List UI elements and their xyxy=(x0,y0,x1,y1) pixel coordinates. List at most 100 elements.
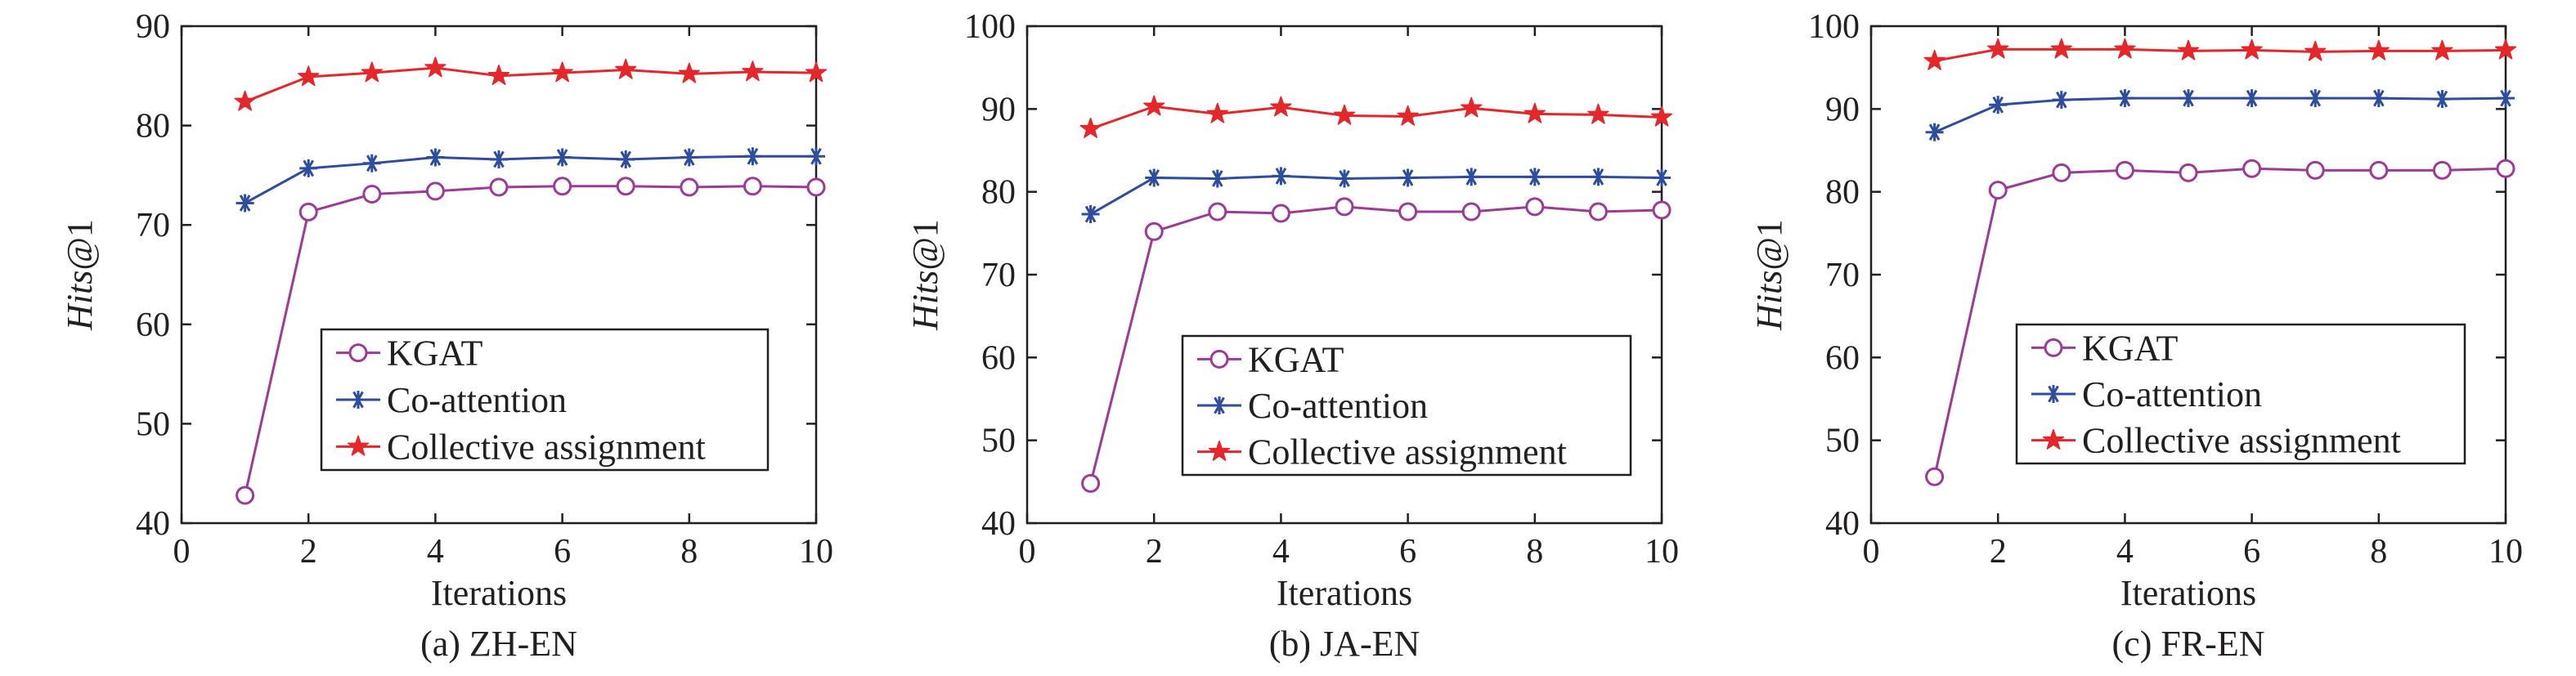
data-point xyxy=(2304,40,2327,61)
data-point xyxy=(1650,105,1673,127)
data-point xyxy=(2369,160,2389,180)
data-point xyxy=(806,177,826,197)
chart-panel-1: 0 2 4 6 8 10 40 50 60 70 80 90 Iterations Hits@1 (a) Z… xyxy=(60,8,833,664)
legend-marker xyxy=(2044,385,2062,403)
data-point xyxy=(490,150,508,168)
data-point xyxy=(553,148,572,167)
y-tick-label: 70 xyxy=(1825,257,1860,294)
y-tick-label: 90 xyxy=(1825,91,1860,128)
y-tick-label: 70 xyxy=(136,207,170,244)
legend-label: KGAT xyxy=(2082,328,2178,368)
legend-label: KGAT xyxy=(1248,339,1344,379)
legend: KGAT Co-attention Collective assignment xyxy=(1181,334,1632,477)
y-axis-label-suffix: @1 xyxy=(60,219,100,271)
legend-label: KGAT xyxy=(387,334,482,374)
data-point xyxy=(1987,38,2009,59)
y-tick-label: 80 xyxy=(981,174,1016,212)
data-point xyxy=(362,154,381,172)
data-point xyxy=(1081,205,1100,224)
series-line xyxy=(1089,205,1663,484)
data-point xyxy=(1525,197,1545,217)
series-kgat xyxy=(236,177,826,505)
data-point xyxy=(426,148,445,167)
x-tick-label: 2 xyxy=(300,533,317,571)
data-point xyxy=(1461,202,1481,222)
data-point xyxy=(1398,168,1417,187)
data-point xyxy=(2494,38,2517,60)
data-point xyxy=(2114,38,2136,59)
series-collective-assignment xyxy=(1923,38,2517,70)
data-point xyxy=(1143,95,1165,116)
data-point xyxy=(1144,222,1164,241)
data-point xyxy=(236,486,255,505)
legend: KGAT Co-attention Collective assignment xyxy=(2015,323,2466,465)
data-point xyxy=(424,56,447,78)
data-point xyxy=(1272,167,1290,186)
legend-marker xyxy=(1208,440,1231,461)
y-axis-label: Hits@1 xyxy=(905,219,945,331)
legend-entry: Collective assignment xyxy=(1197,432,1567,472)
legend-label: Co-attention xyxy=(1248,386,1428,426)
y-axis-label-italic: Hits xyxy=(1749,271,1789,331)
data-point xyxy=(1587,103,1609,124)
data-point xyxy=(1208,169,1227,188)
data-point xyxy=(680,177,699,197)
y-tick-label: 100 xyxy=(964,8,1016,46)
series-line xyxy=(245,66,817,103)
data-point xyxy=(2433,90,2452,109)
series-collective-assignment xyxy=(1079,95,1673,138)
x-tick-label: 0 xyxy=(1863,533,1880,571)
y-tick-label: 70 xyxy=(981,257,1016,294)
legend-marker xyxy=(349,391,367,409)
data-point xyxy=(680,148,698,167)
series-line xyxy=(1089,174,1663,216)
data-point xyxy=(1081,473,1101,493)
data-point xyxy=(2242,159,2262,178)
data-point xyxy=(805,61,828,83)
series-kgat xyxy=(1081,197,1672,493)
data-point xyxy=(361,61,383,83)
legend-label: Co-attention xyxy=(387,380,567,420)
data-point xyxy=(2116,89,2134,108)
legend: KGAT Co-attention Collective assignment xyxy=(320,328,770,472)
data-point xyxy=(2431,39,2453,60)
legend-box xyxy=(1181,334,1632,477)
series-line xyxy=(244,154,816,204)
y-axis-label: Hits@1 xyxy=(1749,219,1789,331)
data-point xyxy=(678,62,700,83)
legend-marker xyxy=(2044,338,2063,357)
data-point xyxy=(2177,39,2200,60)
data-point xyxy=(2179,163,2198,182)
x-tick-label: 10 xyxy=(2488,533,2523,571)
x-tick-label: 6 xyxy=(1399,533,1416,571)
y-tick-label: 40 xyxy=(1825,505,1860,543)
legend-entry: KGAT xyxy=(1197,339,1344,379)
series-kgat xyxy=(1925,159,2515,486)
y-axis-label: Hits@1 xyxy=(60,219,100,331)
x-axis-label: Iterations xyxy=(431,573,567,613)
y-axis-label-italic: Hits xyxy=(905,271,945,331)
data-point xyxy=(617,150,635,168)
y-tick-label: 60 xyxy=(1825,339,1860,377)
legend-entry: Collective assignment xyxy=(336,427,706,467)
y-tick-label: 60 xyxy=(136,307,170,344)
data-point xyxy=(2496,159,2515,178)
data-point xyxy=(1923,49,1945,70)
chart-panel-3: 0 2 4 6 8 10 40 50 60 70 80 90 100 Iterations Hits@1 (c… xyxy=(1749,8,2523,664)
data-point xyxy=(1652,200,1672,220)
data-point xyxy=(1208,202,1227,222)
data-point xyxy=(1988,181,2008,200)
y-axis-label-suffix: @1 xyxy=(1749,219,1789,271)
x-tick-label: 8 xyxy=(1526,533,1543,571)
data-point xyxy=(743,177,762,196)
x-tick-label: 0 xyxy=(1019,533,1036,571)
legend-entry: KGAT xyxy=(336,334,482,374)
data-point xyxy=(1462,168,1481,186)
data-point xyxy=(298,202,318,222)
data-point xyxy=(1145,168,1164,187)
data-point xyxy=(425,181,445,201)
x-tick-label: 4 xyxy=(427,533,444,571)
y-axis-label-suffix: @1 xyxy=(905,219,945,271)
data-point xyxy=(1524,102,1546,123)
